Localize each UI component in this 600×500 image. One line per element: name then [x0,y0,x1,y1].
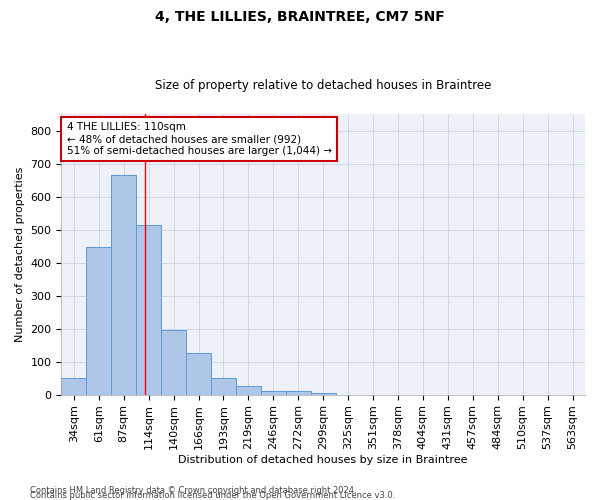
Bar [111,175,136,394]
Bar [211,378,236,394]
Bar [61,378,86,394]
Bar [136,224,161,394]
Text: 4, THE LILLIES, BRAINTREE, CM7 5NF: 4, THE LILLIES, BRAINTREE, CM7 5NF [155,10,445,24]
Text: 4 THE LILLIES: 110sqm
← 48% of detached houses are smaller (992)
51% of semi-det: 4 THE LILLIES: 110sqm ← 48% of detached … [67,122,332,156]
Bar [261,392,286,394]
Text: Contains public sector information licensed under the Open Government Licence v3: Contains public sector information licen… [30,490,395,500]
Bar [86,246,111,394]
Bar [311,393,335,394]
X-axis label: Distribution of detached houses by size in Braintree: Distribution of detached houses by size … [178,455,468,465]
Text: Contains HM Land Registry data © Crown copyright and database right 2024.: Contains HM Land Registry data © Crown c… [30,486,356,495]
Y-axis label: Number of detached properties: Number of detached properties [15,166,25,342]
Bar [186,354,211,395]
Title: Size of property relative to detached houses in Braintree: Size of property relative to detached ho… [155,79,491,92]
Bar [161,330,186,394]
Bar [286,392,311,394]
Bar [236,386,261,394]
